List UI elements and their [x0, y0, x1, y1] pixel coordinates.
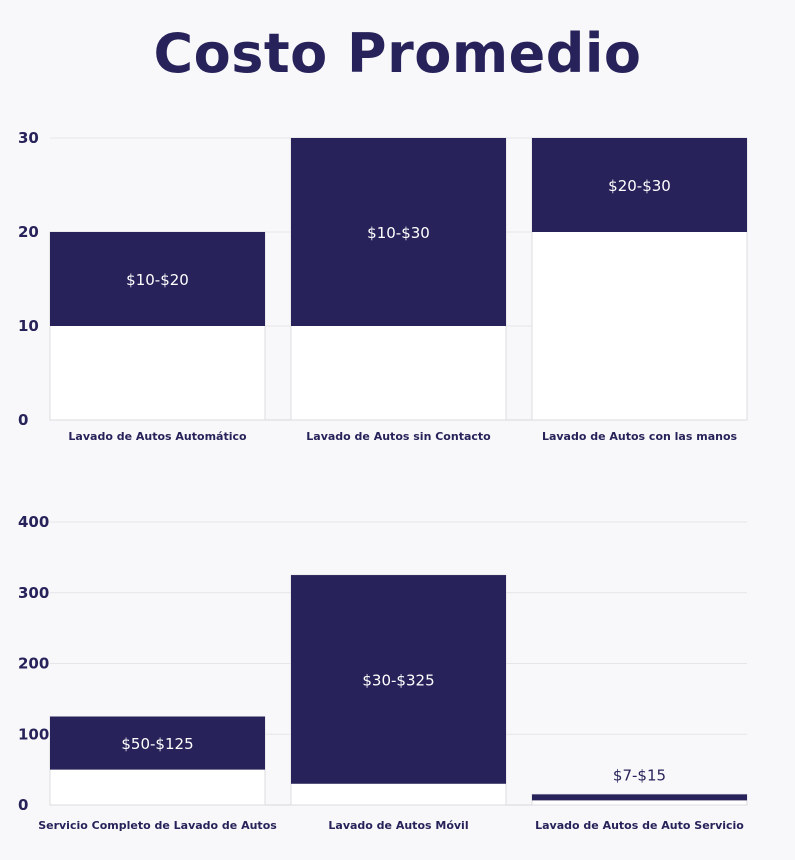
data-label: $10-$20 [126, 271, 189, 289]
x-category-label: Lavado de Autos de Auto Servicio [535, 819, 744, 832]
data-label: $10-$30 [367, 224, 430, 242]
data-label: $7-$15 [613, 766, 666, 784]
y-tick-label: 0 [18, 411, 28, 429]
range-bar [532, 138, 747, 232]
data-label: $30-$325 [362, 671, 434, 689]
range-bar [291, 575, 506, 784]
y-tick-label: 0 [18, 796, 28, 814]
y-tick-label: 10 [18, 317, 39, 335]
range-bar [291, 138, 506, 326]
x-category-label: Lavado de Autos Automático [68, 430, 247, 443]
y-tick-label: 100 [18, 725, 49, 743]
y-tick-label: 30 [18, 129, 39, 147]
range-bar [50, 716, 265, 770]
y-tick-label: 400 [18, 513, 49, 531]
x-category-label: Servicio Completo de Lavado de Autos [38, 819, 277, 832]
y-tick-label: 200 [18, 655, 49, 673]
data-label: $50-$125 [121, 735, 193, 753]
x-category-label: Lavado de Autos con las manos [542, 430, 738, 443]
chart-title: Costo Promedio [153, 22, 642, 85]
y-tick-label: 20 [18, 223, 39, 241]
range-bar [50, 232, 265, 326]
x-category-label: Lavado de Autos Móvil [328, 819, 468, 832]
data-label: $20-$30 [608, 177, 671, 195]
y-tick-label: 300 [18, 584, 49, 602]
range-bar [532, 794, 747, 801]
x-category-label: Lavado de Autos sin Contacto [306, 430, 491, 443]
